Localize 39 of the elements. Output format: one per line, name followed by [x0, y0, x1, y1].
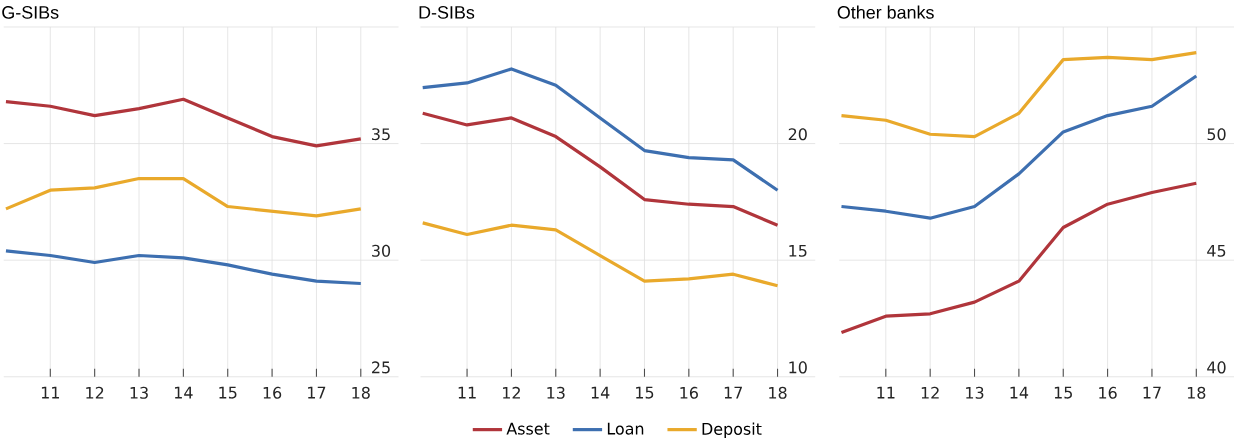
- x-tick-label: 14: [174, 386, 193, 399]
- x-tick-label: 18: [1187, 386, 1206, 399]
- chart-title: G-SIBs: [2, 6, 59, 19]
- y-tick-label: 15: [789, 245, 807, 257]
- x-tick-label: 11: [877, 386, 895, 399]
- chart-title: D-SIBs: [419, 6, 475, 19]
- x-tick-label: 18: [769, 386, 787, 399]
- x-tick-label: 17: [1143, 386, 1161, 399]
- x-tick-label: 11: [41, 386, 59, 399]
- x-tick-label: 15: [636, 386, 654, 399]
- legend-label: Loan: [607, 422, 644, 435]
- x-tick-label: 12: [503, 386, 520, 399]
- chart-title: Other banks: [837, 5, 934, 19]
- x-tick-label: 13: [966, 386, 984, 399]
- x-tick-label: 13: [547, 386, 565, 399]
- x-tick-label: 16: [1099, 386, 1117, 399]
- x-tick-label: 15: [1054, 386, 1072, 399]
- y-tick-label: 35: [372, 128, 390, 141]
- legend-label: Asset: [506, 422, 550, 435]
- x-tick-label: 12: [921, 386, 939, 399]
- x-tick-label: 14: [1010, 386, 1029, 399]
- x-tick-label: 16: [263, 386, 282, 399]
- x-tick-label: 17: [724, 386, 742, 399]
- legend-label: Deposit: [702, 422, 762, 439]
- y-tick-label: 40: [1207, 361, 1226, 374]
- y-tick-label: 45: [1207, 245, 1226, 257]
- y-tick-label: 10: [789, 361, 807, 374]
- x-tick-label: 17: [308, 386, 326, 399]
- y-tick-label: 30: [372, 244, 391, 257]
- y-tick-label: 25: [372, 361, 390, 374]
- x-tick-label: 16: [680, 386, 698, 399]
- x-tick-label: 18: [352, 386, 370, 399]
- y-tick-label: 50: [1207, 128, 1226, 141]
- x-tick-label: 15: [219, 386, 237, 399]
- x-tick-label: 12: [86, 386, 104, 399]
- y-tick-label: 20: [788, 128, 807, 141]
- x-tick-label: 14: [591, 386, 610, 399]
- x-tick-label: 13: [130, 386, 148, 399]
- x-tick-label: 11: [458, 386, 476, 399]
